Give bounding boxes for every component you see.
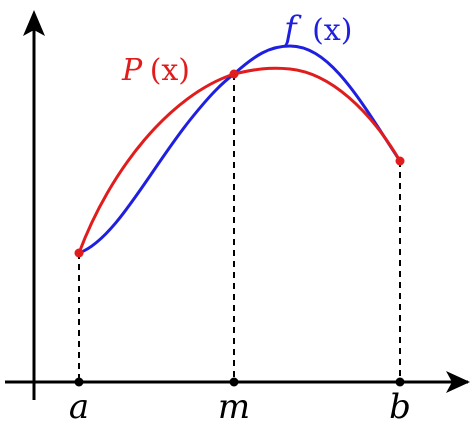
tick-label-b: b [389,387,411,427]
p-curve-label: P (x) [121,53,190,88]
y-axis-arrow-icon [23,10,45,36]
f-curve-label-name: f [281,9,302,49]
f-curve-label: f (x) [281,9,352,49]
tick-dot-b [395,377,405,387]
tick-dot-m [229,377,239,387]
tick-label-m: m [218,387,250,427]
p-curve-label-arg: (x) [150,53,190,88]
f-curve-label-arg: (x) [312,13,352,48]
node-a [74,248,84,258]
node-b [395,156,405,166]
node-m [229,69,239,79]
p-curve-label-name: P [121,53,143,88]
tick-label-a: a [69,387,89,427]
p-curve [77,66,402,254]
tick-dot-a [74,377,84,387]
x-axis-arrow-icon [446,371,470,393]
